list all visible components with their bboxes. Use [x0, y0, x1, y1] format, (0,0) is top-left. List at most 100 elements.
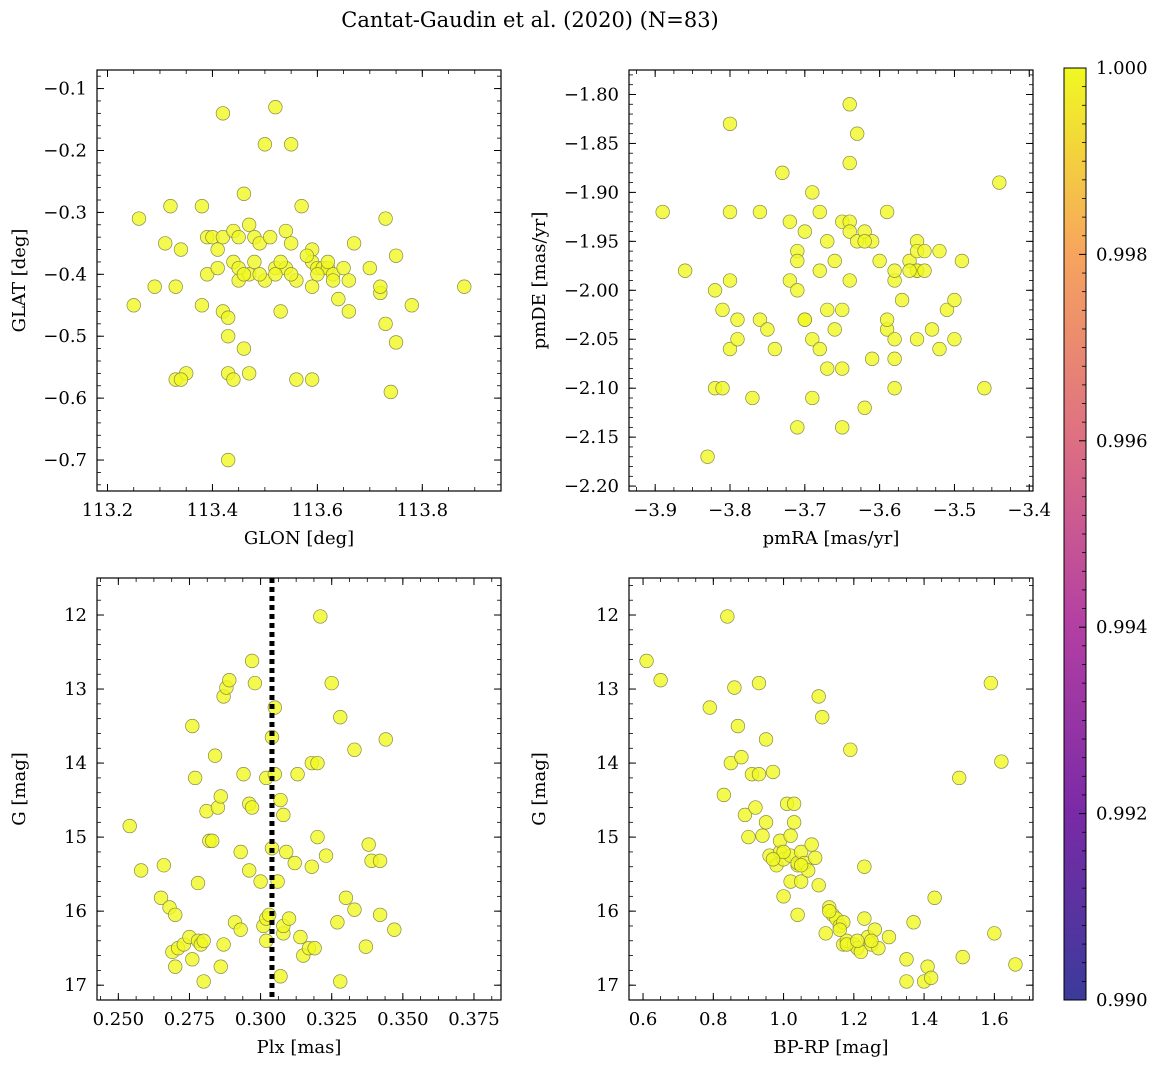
y-axis-label: G [mag]	[529, 752, 550, 825]
data-point	[737, 807, 753, 823]
y-tick-label: −0.6	[43, 388, 87, 409]
data-point	[388, 335, 404, 350]
data-point	[842, 97, 857, 112]
data-point	[730, 718, 746, 734]
data-point	[702, 700, 717, 715]
data-point	[346, 236, 362, 251]
data-point	[748, 800, 763, 815]
data-point	[215, 230, 231, 245]
y-tick-label: 14	[64, 753, 87, 774]
data-point	[827, 322, 842, 337]
data-point	[147, 279, 162, 294]
x-axis-label: BP-RP [mag]	[773, 1037, 888, 1058]
x-tick-label: 0.325	[306, 1009, 358, 1030]
data-point	[320, 254, 336, 270]
data-point	[194, 298, 210, 313]
y-tick-label: −2.20	[564, 476, 619, 497]
data-point	[947, 292, 962, 308]
data-point	[850, 933, 865, 948]
y-tick-label: −2.10	[564, 378, 619, 399]
data-point	[805, 332, 820, 347]
data-point	[233, 922, 248, 937]
data-point	[333, 974, 348, 989]
x-tick-label: 0.375	[448, 1009, 500, 1030]
data-point	[210, 260, 225, 276]
data-point	[283, 267, 299, 282]
data-point	[362, 260, 377, 276]
data-point	[811, 689, 826, 704]
data-point	[776, 889, 791, 904]
data-point	[793, 858, 809, 873]
data-point	[221, 452, 236, 468]
data-point	[338, 890, 354, 905]
x-tick-label: −3.5	[933, 500, 977, 521]
data-point	[196, 933, 211, 948]
data-point	[378, 211, 393, 226]
data-point	[153, 890, 169, 905]
data-point	[194, 199, 210, 214]
data-point	[864, 351, 880, 366]
data-point	[767, 341, 783, 357]
data-point	[655, 204, 670, 220]
data-point	[262, 230, 278, 245]
data-point	[752, 312, 768, 327]
data-point	[909, 332, 925, 347]
data-point	[857, 859, 872, 874]
data-point	[790, 253, 805, 269]
data-point	[790, 907, 805, 923]
y-tick-label: −1.80	[564, 84, 619, 105]
data-point	[221, 310, 236, 325]
data-point	[163, 199, 178, 214]
data-point	[347, 902, 362, 917]
data-point	[805, 390, 820, 406]
data-point	[887, 381, 902, 396]
y-tick-label: −1.85	[564, 133, 619, 154]
x-tick-label: 113.2	[82, 500, 134, 521]
data-point	[387, 922, 402, 937]
data-point	[722, 341, 738, 357]
colorbar: 1.000 0.998 0.996 0.994 0.992 0.990	[1063, 58, 1148, 1011]
data-point	[782, 214, 798, 229]
data-point	[273, 792, 288, 808]
x-tick-label: 0.300	[235, 1009, 287, 1030]
data-point	[917, 243, 932, 259]
colorbar-tick-label: 0.992	[1096, 804, 1148, 825]
data-point	[987, 926, 1002, 941]
data-point	[955, 949, 970, 965]
data-point	[751, 767, 767, 782]
data-point	[287, 855, 302, 871]
data-point	[927, 890, 942, 905]
data-point	[924, 322, 940, 337]
y-tick-label: −0.3	[43, 202, 87, 223]
data-point	[815, 710, 830, 725]
data-point	[832, 922, 847, 937]
data-point	[977, 381, 992, 396]
data-point	[857, 911, 872, 926]
x-tick-label: 0.350	[377, 1009, 429, 1030]
x-tick-label: 0.6	[629, 1009, 658, 1030]
data-point	[133, 863, 149, 878]
data-point	[843, 742, 858, 757]
data-point	[242, 217, 257, 232]
data-point	[168, 959, 183, 974]
data-point	[906, 915, 921, 930]
data-point	[168, 907, 183, 923]
data-point	[358, 939, 374, 954]
data-point	[331, 291, 346, 307]
x-tick-label: −3.7	[783, 500, 827, 521]
data-point	[786, 815, 802, 830]
x-tick-label: 1.0	[769, 1009, 798, 1030]
data-point	[730, 332, 745, 347]
data-point	[899, 952, 914, 967]
data-point	[947, 332, 962, 347]
data-point	[864, 933, 879, 948]
y-tick-label: −0.2	[43, 140, 87, 161]
y-tick-label: 14	[596, 753, 619, 774]
data-point	[715, 302, 730, 318]
data-point	[253, 874, 268, 889]
data-point	[330, 915, 345, 930]
data-point	[236, 267, 252, 282]
data-point	[722, 204, 738, 220]
data-point	[734, 750, 749, 765]
data-point	[236, 767, 251, 782]
